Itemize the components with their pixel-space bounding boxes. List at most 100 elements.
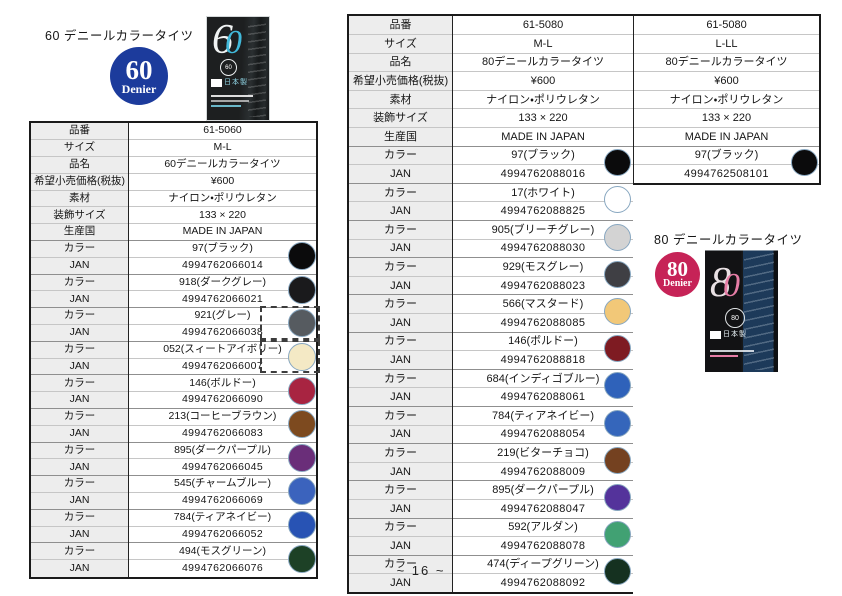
color-label: カラー: [349, 443, 453, 463]
jan-label: JAN: [31, 525, 129, 543]
color-swatch: [604, 558, 631, 586]
color-name: 052(スィートアイボリー): [128, 340, 316, 359]
color-row: カラー 146(ボルドー): [349, 331, 633, 351]
color-row: カラー 213(コーヒーブラウン): [31, 408, 316, 426]
spec-row: 80デニールカラータイツ: [634, 52, 819, 72]
color-name: 895(ダークパープル): [452, 480, 633, 500]
spec-row: 品番 61-5060: [31, 123, 316, 140]
jan-row: JAN 4994762088825: [349, 201, 633, 221]
color-name: 684(インディゴブルー): [452, 368, 633, 388]
origin-label-60: 日本製: [224, 79, 248, 86]
spec-table-80-lll-box: 61-5080 L-LL 80デニールカラータイツ ¥600 ナイロン・ポリウレタン 13…: [633, 14, 821, 186]
spec-table-80-lll-grid: 61-5080 L-LL 80デニールカラータイツ ¥600 ナイロン・ポリウレタン 13…: [634, 16, 819, 184]
spec-label: 品番: [349, 16, 453, 35]
spec-value: ¥600: [634, 71, 819, 91]
jan-value: 4994762088078: [452, 536, 633, 556]
spec-value: MADE IN JAPAN: [452, 127, 633, 147]
jan-value: 4994762088016: [452, 164, 633, 184]
jan-value: 4994762088054: [452, 424, 633, 444]
color-swatch: [791, 149, 818, 177]
package-photo-60: 60 60 日本製: [206, 16, 270, 121]
spec-value: ナイロン・ポリウレタン: [128, 189, 316, 207]
jan-value: 4994762088085: [452, 313, 633, 333]
jan-row: JAN 4994762066076: [31, 559, 316, 577]
jan-label: JAN: [349, 573, 453, 593]
color-row: カラー 592(アルダン): [349, 517, 633, 537]
spec-value: M-L: [128, 139, 316, 157]
color-swatch: [604, 186, 631, 214]
color-row: カラー 052(スィートアイボリー): [31, 340, 316, 359]
spec-label: 生産国: [349, 127, 453, 147]
color-row: カラー 895(ダークパープル): [31, 441, 316, 459]
spec-label: 希望小売価格(税抜): [31, 172, 129, 191]
spec-row: 装飾サイズ 133 × 220: [349, 108, 633, 128]
color-label: カラー: [31, 441, 129, 459]
jan-row: 4994762508101: [634, 164, 819, 184]
color-row: カラー 918(ダークグレー): [31, 273, 316, 291]
color-name: 545(チャームブルー): [128, 475, 316, 493]
color-row: カラー 905(ブリーチグレー): [349, 220, 633, 240]
spec-table-60-box: 品番 61-5060 サイズ M-L 品名 60デニールカラータイツ 希望小売価格(税抜) ¥…: [29, 121, 318, 579]
color-row: カラー 219(ビターチョコ): [349, 443, 633, 463]
jan-row: JAN 4994762088092: [349, 573, 633, 593]
color-name: 146(ボルドー): [128, 374, 316, 392]
color-label: カラー: [349, 220, 453, 240]
jan-label: JAN: [31, 290, 129, 308]
color-label: カラー: [349, 294, 453, 314]
jan-value: 4994762066014: [128, 256, 316, 275]
color-label: カラー: [31, 542, 129, 560]
jan-value: 4994762088047: [452, 498, 633, 519]
color-name: 566(マスタード): [452, 294, 633, 314]
jan-row: JAN 4994762088085: [349, 313, 633, 333]
jan-row: JAN 4994762066045: [31, 458, 316, 476]
spec-table-60-grid: 品番 61-5060 サイズ M-L 品名 60デニールカラータイツ 希望小売価格(税抜) ¥…: [31, 123, 316, 577]
color-label: カラー: [31, 408, 129, 426]
spec-value: 60デニールカラータイツ: [128, 156, 316, 174]
color-swatch: [604, 446, 631, 474]
color-label: カラー: [349, 368, 453, 388]
color-row: カラー 684(インディゴブルー): [349, 368, 633, 388]
color-name: 219(ビターチョコ): [452, 443, 633, 463]
jan-row: JAN 4994762066014: [31, 256, 316, 275]
jan-row: JAN 4994762066038: [31, 324, 316, 342]
color-swatch: [288, 275, 316, 304]
color-row: カラー 921(グレー): [31, 307, 316, 325]
color-swatch: [288, 309, 316, 338]
color-name: 918(ダークグレー): [128, 273, 316, 291]
jan-row: JAN 4994762066090: [31, 391, 316, 409]
deco-line: [710, 350, 754, 352]
denier-circle-mark-80-text: 80: [731, 314, 739, 322]
jan-label: JAN: [31, 324, 129, 342]
spec-label: サイズ: [349, 34, 453, 54]
spec-row: サイズ M-L: [31, 139, 316, 157]
jan-value: 4994762066038: [128, 324, 316, 342]
color-label: カラー: [349, 257, 453, 277]
color-name: 97(ブラック): [452, 145, 633, 165]
color-name: 17(ホワイト): [452, 182, 633, 202]
spec-label: 装飾サイズ: [349, 108, 453, 128]
jan-label: JAN: [349, 498, 453, 519]
color-name: 895(ダークパープル): [128, 441, 316, 459]
package-60-logo-digit: 0: [225, 24, 242, 61]
origin-strip-60: 日本製: [211, 78, 248, 87]
jan-row: JAN 4994762088030: [349, 238, 633, 258]
denier-badge-80-unit: Denier: [663, 278, 692, 289]
jan-row: JAN 4994762066052: [31, 525, 316, 543]
spec-row: 素材 ナイロン・ポリウレタン: [349, 89, 633, 109]
color-row: カラー 566(マスタード): [349, 294, 633, 314]
denier-badge-60-unit: Denier: [121, 81, 157, 96]
spec-row: 装飾サイズ 133 × 220: [31, 206, 316, 224]
jan-value: 4994762066021: [128, 290, 316, 308]
color-name: 494(モスグリーン): [128, 542, 316, 560]
color-label: カラー: [349, 480, 453, 500]
spec-value: 61-5060: [203, 124, 242, 137]
spec-value: ナイロン・ポリウレタン: [634, 89, 819, 109]
jan-value: 4994762088061: [452, 387, 633, 407]
color-name: 146(ボルドー): [452, 331, 633, 351]
jan-label: JAN: [31, 559, 129, 577]
color-name: 784(ティアネイビー): [128, 508, 316, 527]
package-60-logo: 60: [212, 19, 242, 61]
color-name: 97(ブラック): [128, 240, 316, 258]
spec-value: 133 × 220: [634, 108, 819, 128]
